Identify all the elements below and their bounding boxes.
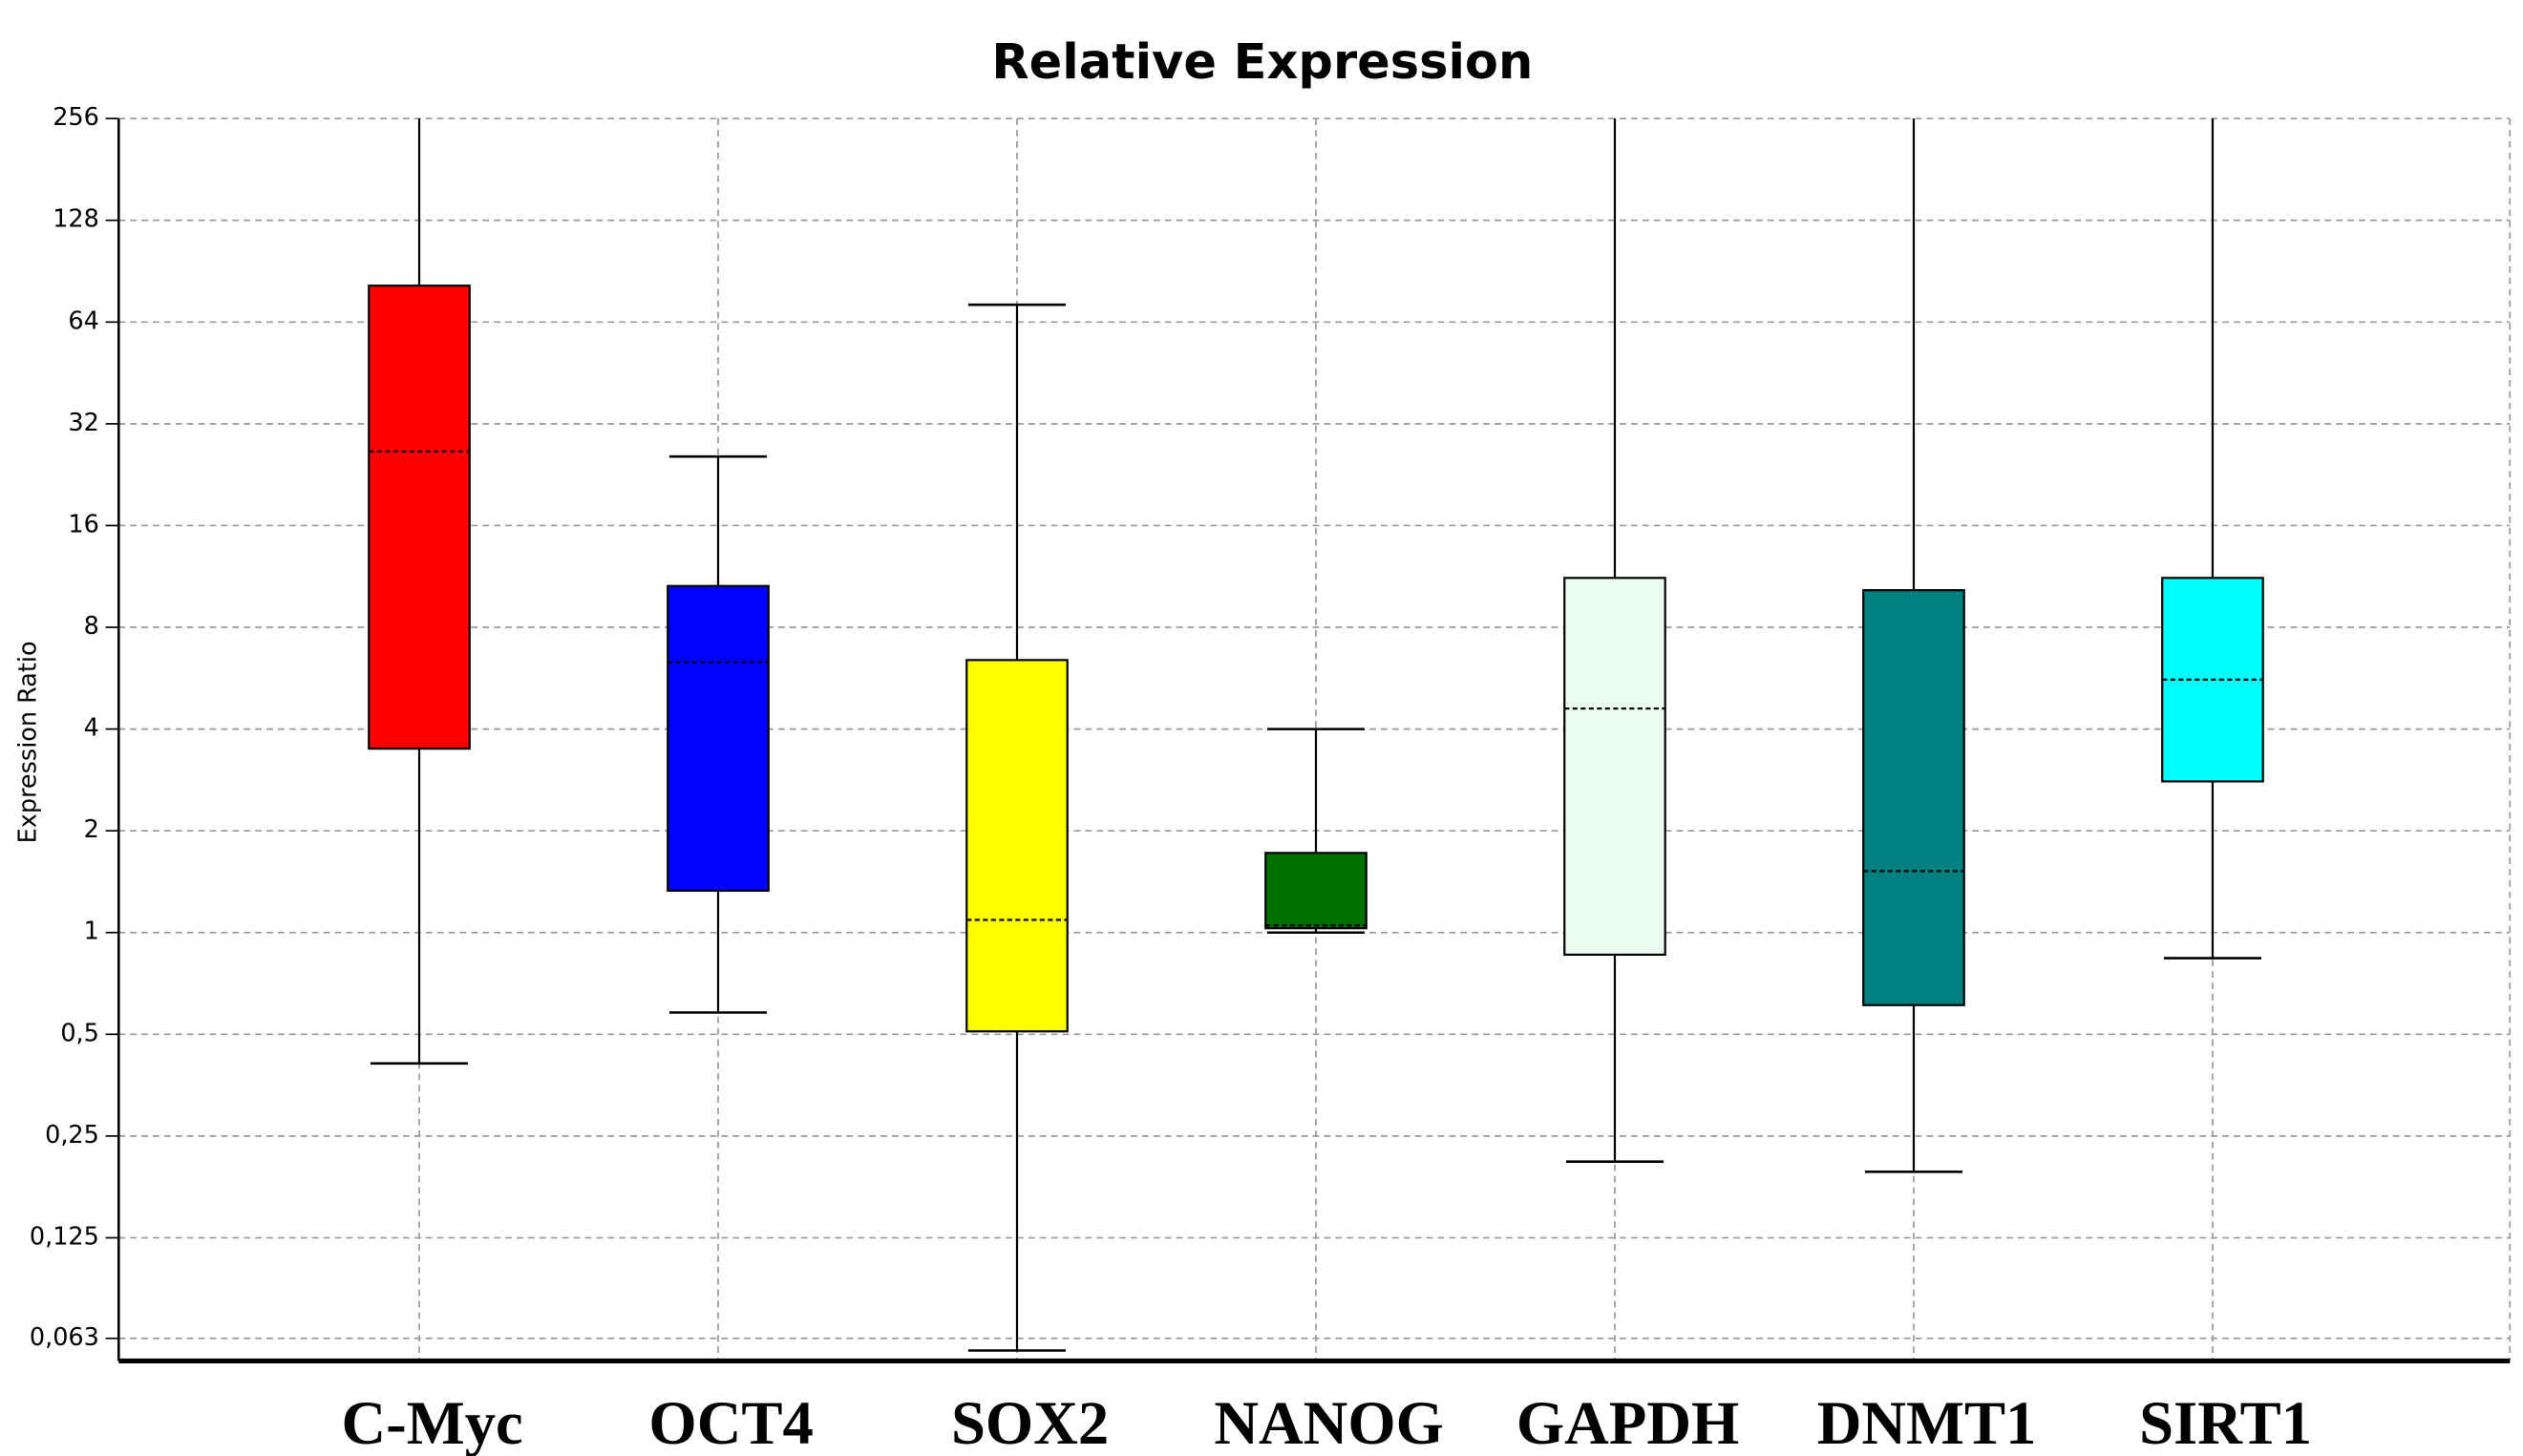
y-tick-label: 1 [84,918,99,946]
y-tick-label: 0,063 [30,1323,99,1352]
y-tick-label: 8 [84,612,99,641]
x-tick-label: GAPDH [1516,1388,1739,1456]
x-tick-label: OCT4 [648,1388,813,1456]
x-tick-label: SIRT1 [2139,1388,2312,1456]
box [1264,852,1368,930]
box [667,584,770,892]
y-tick-label: 16 [68,510,98,538]
y-tick-label: 0,125 [30,1222,99,1251]
x-tick-label: NANOG [1214,1388,1444,1456]
x-tick-label: SOX2 [951,1388,1109,1456]
x-tick-label: C-Myc [342,1388,523,1456]
y-tick-label: 32 [68,409,98,437]
y-tick-label: 128 [53,205,99,234]
y-tick-label: 64 [68,306,98,335]
y-tick-label: 2 [84,815,99,844]
x-tick-label: DNMT1 [1817,1388,2037,1456]
y-tick-label: 0,5 [60,1019,99,1047]
y-axis-label: Expression Ratio [14,641,43,843]
y-tick-label: 256 [53,103,99,132]
box [368,285,471,750]
chart-title: Relative Expression [991,34,1533,91]
box [1862,589,1965,1006]
box [1563,577,1666,957]
y-tick-label: 4 [84,714,99,743]
y-tick-label: 0,25 [45,1121,99,1150]
box [965,659,1069,1033]
